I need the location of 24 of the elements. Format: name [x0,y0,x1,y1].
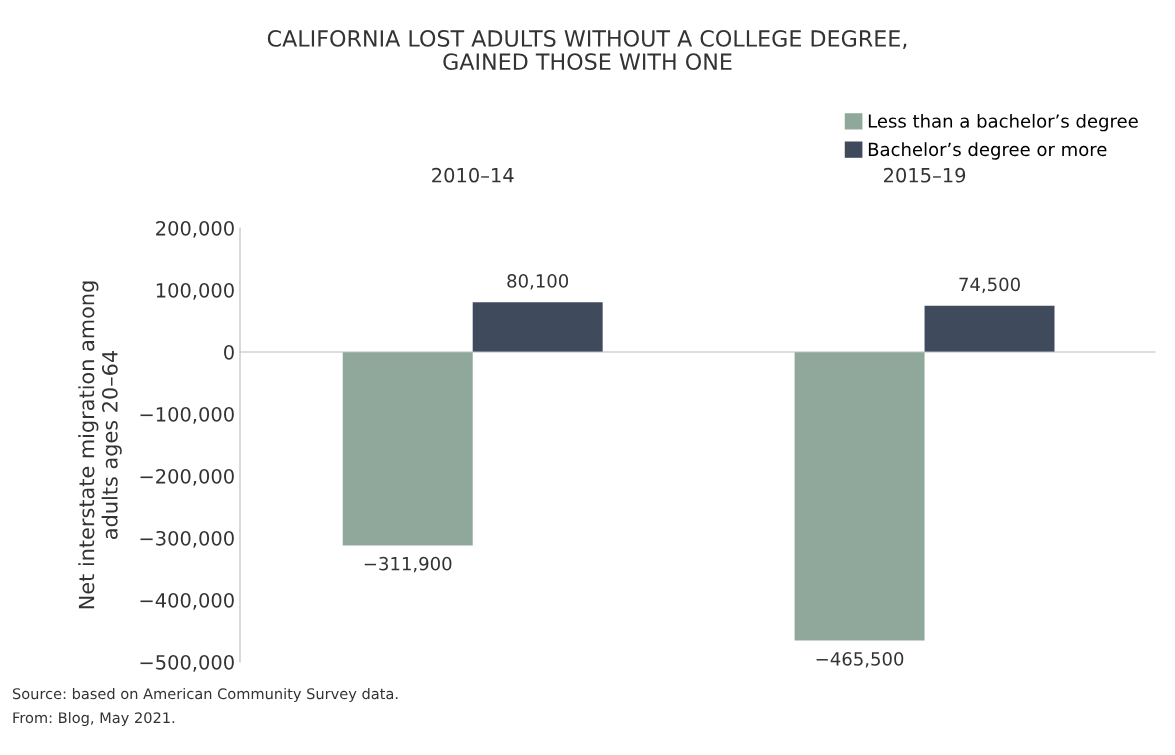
y-tick-label: −200,000 [140,468,234,486]
x-tick-label: 2015–19 [884,167,966,183]
y-tick-label: −500,000 [140,654,234,672]
data-label: 74,500 [959,277,1020,294]
y-tick-label: 0 [224,344,234,360]
data-label: −311,900 [364,556,452,573]
bar [342,352,473,546]
chart-title: CALIFORNIA LOST ADULTS WITHOUT A COLLEGE DEGREE, GAINED THOSE WITH ONE [267,30,907,71]
y-tick-label: 100,000 [156,282,234,300]
bar [924,305,1055,352]
source-note: Source: based on American Community Survey data. [12,687,398,703]
y-axis-title: Net interstate migration among adults ages 20–64 [78,281,122,609]
bar [472,302,603,352]
data-label: 80,100 [507,274,569,290]
y-tick-label: 200,000 [156,220,234,238]
data-label: −465,500 [816,652,904,668]
legend-label: Bachelor’s degree or more [868,142,1107,160]
y-tick-label: −400,000 [140,592,234,610]
y-tick-label: −100,000 [140,406,234,424]
y-tick-label: −300,000 [140,530,234,548]
legend-label: Less than a bachelor’s degree [868,113,1138,132]
x-tick-label: 2010–14 [432,167,514,183]
text: From: Blog, May 2021. [13,711,175,727]
bar [794,352,925,641]
